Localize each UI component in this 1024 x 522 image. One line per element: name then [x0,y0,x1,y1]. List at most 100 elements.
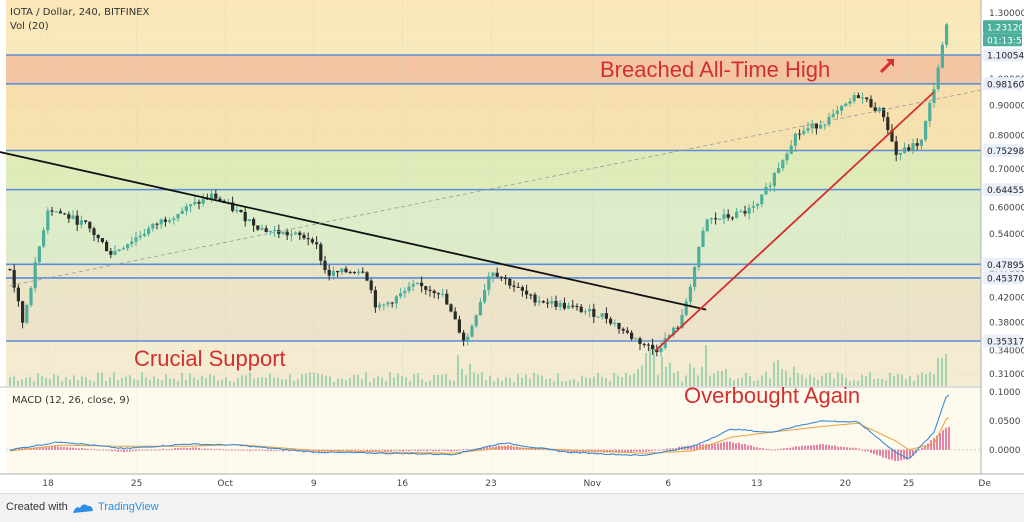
macd-histogram-bar [693,444,695,450]
candle-body [491,272,495,277]
volume-bar [705,345,707,386]
candle-body [504,277,508,279]
candle-body [67,214,71,219]
price-tick-label: 0.38000 [989,319,1024,329]
volume-bar [29,376,31,386]
time-tick-label: 6 [665,479,671,489]
macd-histogram-bar [192,447,194,450]
candle-body [457,319,461,333]
macd-histogram-bar [234,449,236,451]
macd-histogram-bar [822,444,824,450]
macd-histogram-bar [180,447,182,450]
macd-histogram-bar [936,435,938,450]
candle-body [348,272,352,274]
volume-bar [89,380,91,386]
price-level-badge-bg [983,183,1022,197]
candle-body [919,139,923,146]
macd-histogram-bar [210,448,212,450]
macd-histogram-bar [567,449,569,453]
candle-body [21,301,25,323]
macd-histogram-bar [699,444,701,450]
candle-body [214,193,218,199]
candle-body [273,230,277,232]
macd-histogram-bar [705,444,707,450]
volume-bar [713,373,715,386]
macd-histogram-bar [720,442,722,450]
macd-histogram-bar [609,449,611,453]
volume-bar [653,345,655,386]
volume-bar [825,373,827,386]
candle-body [42,230,46,247]
candle-body [88,221,92,229]
macd-histogram-bar [228,449,230,451]
macd-histogram-bar [141,449,143,451]
candle-body [218,198,222,201]
volume-bar [77,380,79,386]
macd-histogram-bar [423,449,425,451]
volume-bar [709,375,711,386]
candle-body [579,306,583,313]
candle-body [25,305,29,323]
candle-body [428,289,432,291]
macd-histogram-bar [156,449,158,451]
volume-bar [805,378,807,386]
volume-bar [537,374,539,386]
macd-histogram-bar [840,446,842,450]
volume-bar [69,379,71,386]
volume-bar [849,381,851,386]
macd-histogram-bar [546,449,548,451]
macd-histogram-bar [453,449,455,452]
volume-bar [945,353,947,386]
candle-body [239,210,243,213]
candle-body [688,286,692,302]
volume-bar [645,352,647,386]
volume-bar [521,377,523,386]
volume-bar [121,377,123,386]
volume-bar [269,373,271,386]
macd-histogram-bar [207,448,209,450]
volume-bar [221,379,223,386]
macd-histogram-bar [666,448,668,450]
macd-histogram-bar [627,449,629,453]
candle-body [604,313,608,319]
candle-body [739,211,743,213]
candle-body [571,305,575,307]
candle-body [390,302,394,304]
macd-histogram-bar [303,449,305,452]
volume-bar [681,381,683,386]
macd-histogram-bar [306,449,308,452]
macd-histogram-bar [852,447,854,450]
volume-bar [41,376,43,386]
volume-bar [129,375,131,386]
volume-bar [453,380,455,386]
candle-body [672,327,676,336]
tradingview-chart: 0.310000.340000.380000.420000.470000.540… [0,0,1024,489]
volume-bar [257,377,259,386]
macd-histogram-bar [600,449,602,452]
candle-body [441,293,445,295]
macd-histogram-bar [57,446,59,450]
macd-histogram-bar [522,447,524,450]
tradingview-link[interactable]: TradingView [98,501,159,513]
macd-histogram-bar [378,449,380,451]
candle-body [751,206,755,208]
candle-body [180,210,184,214]
volume-bar [297,379,299,386]
macd-histogram-bar [786,448,788,450]
macd-pane-background [6,388,981,474]
candle-body [373,290,377,308]
macd-histogram-bar [195,447,197,450]
macd-histogram-bar [162,448,164,450]
macd-histogram-bar [99,449,101,451]
volume-bar [241,375,243,386]
time-tick-label: De [978,479,991,489]
candle-body [37,246,41,263]
volume-bar [833,378,835,386]
candle-body [936,67,940,90]
macd-histogram-bar [153,449,155,451]
candle-body [163,219,167,222]
macd-histogram-bar [615,449,617,453]
macd-histogram-bar [126,449,128,452]
macd-histogram-bar [345,449,347,452]
candle-body [802,130,806,134]
